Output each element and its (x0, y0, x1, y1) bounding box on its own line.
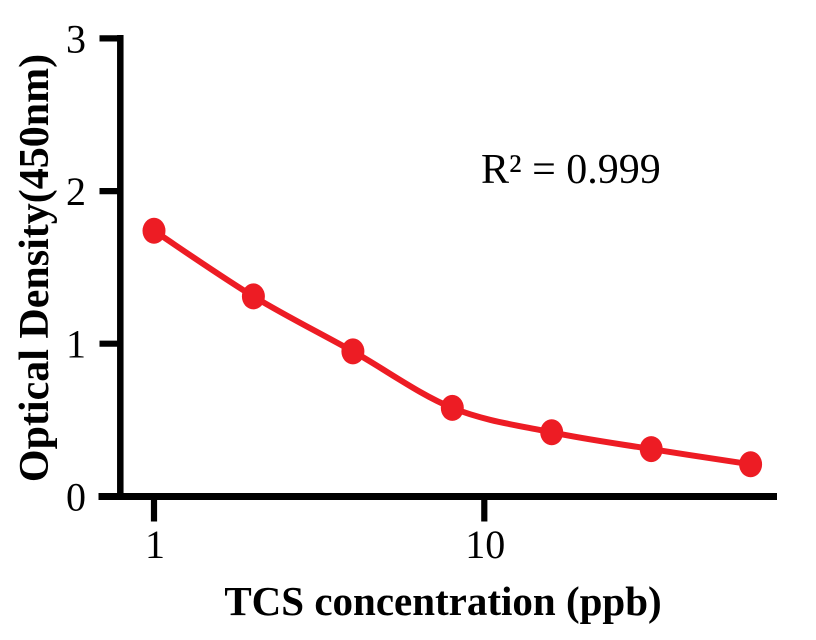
x-tick-label: 1 (145, 522, 165, 567)
data-point-marker (241, 283, 265, 310)
data-point-marker (341, 338, 365, 365)
data-point-marker (540, 419, 564, 446)
x-tick-label: 10 (465, 522, 505, 567)
data-point-marker (142, 217, 166, 244)
y-tick-label: 0 (66, 474, 86, 519)
y-tick-label: 2 (66, 169, 86, 214)
data-point-marker (440, 394, 464, 421)
r-squared-annotation: R² = 0.999 (481, 147, 661, 193)
y-tick-label: 3 (66, 16, 86, 61)
data-point-marker (739, 451, 763, 478)
data-point-marker (639, 436, 663, 463)
y-axis-title: Optical Density(450nm) (12, 53, 58, 483)
standard-curve-line (151, 227, 754, 468)
y-tick-label: 1 (66, 322, 86, 367)
x-axis-title: TCS concentration (ppb) (224, 578, 662, 624)
